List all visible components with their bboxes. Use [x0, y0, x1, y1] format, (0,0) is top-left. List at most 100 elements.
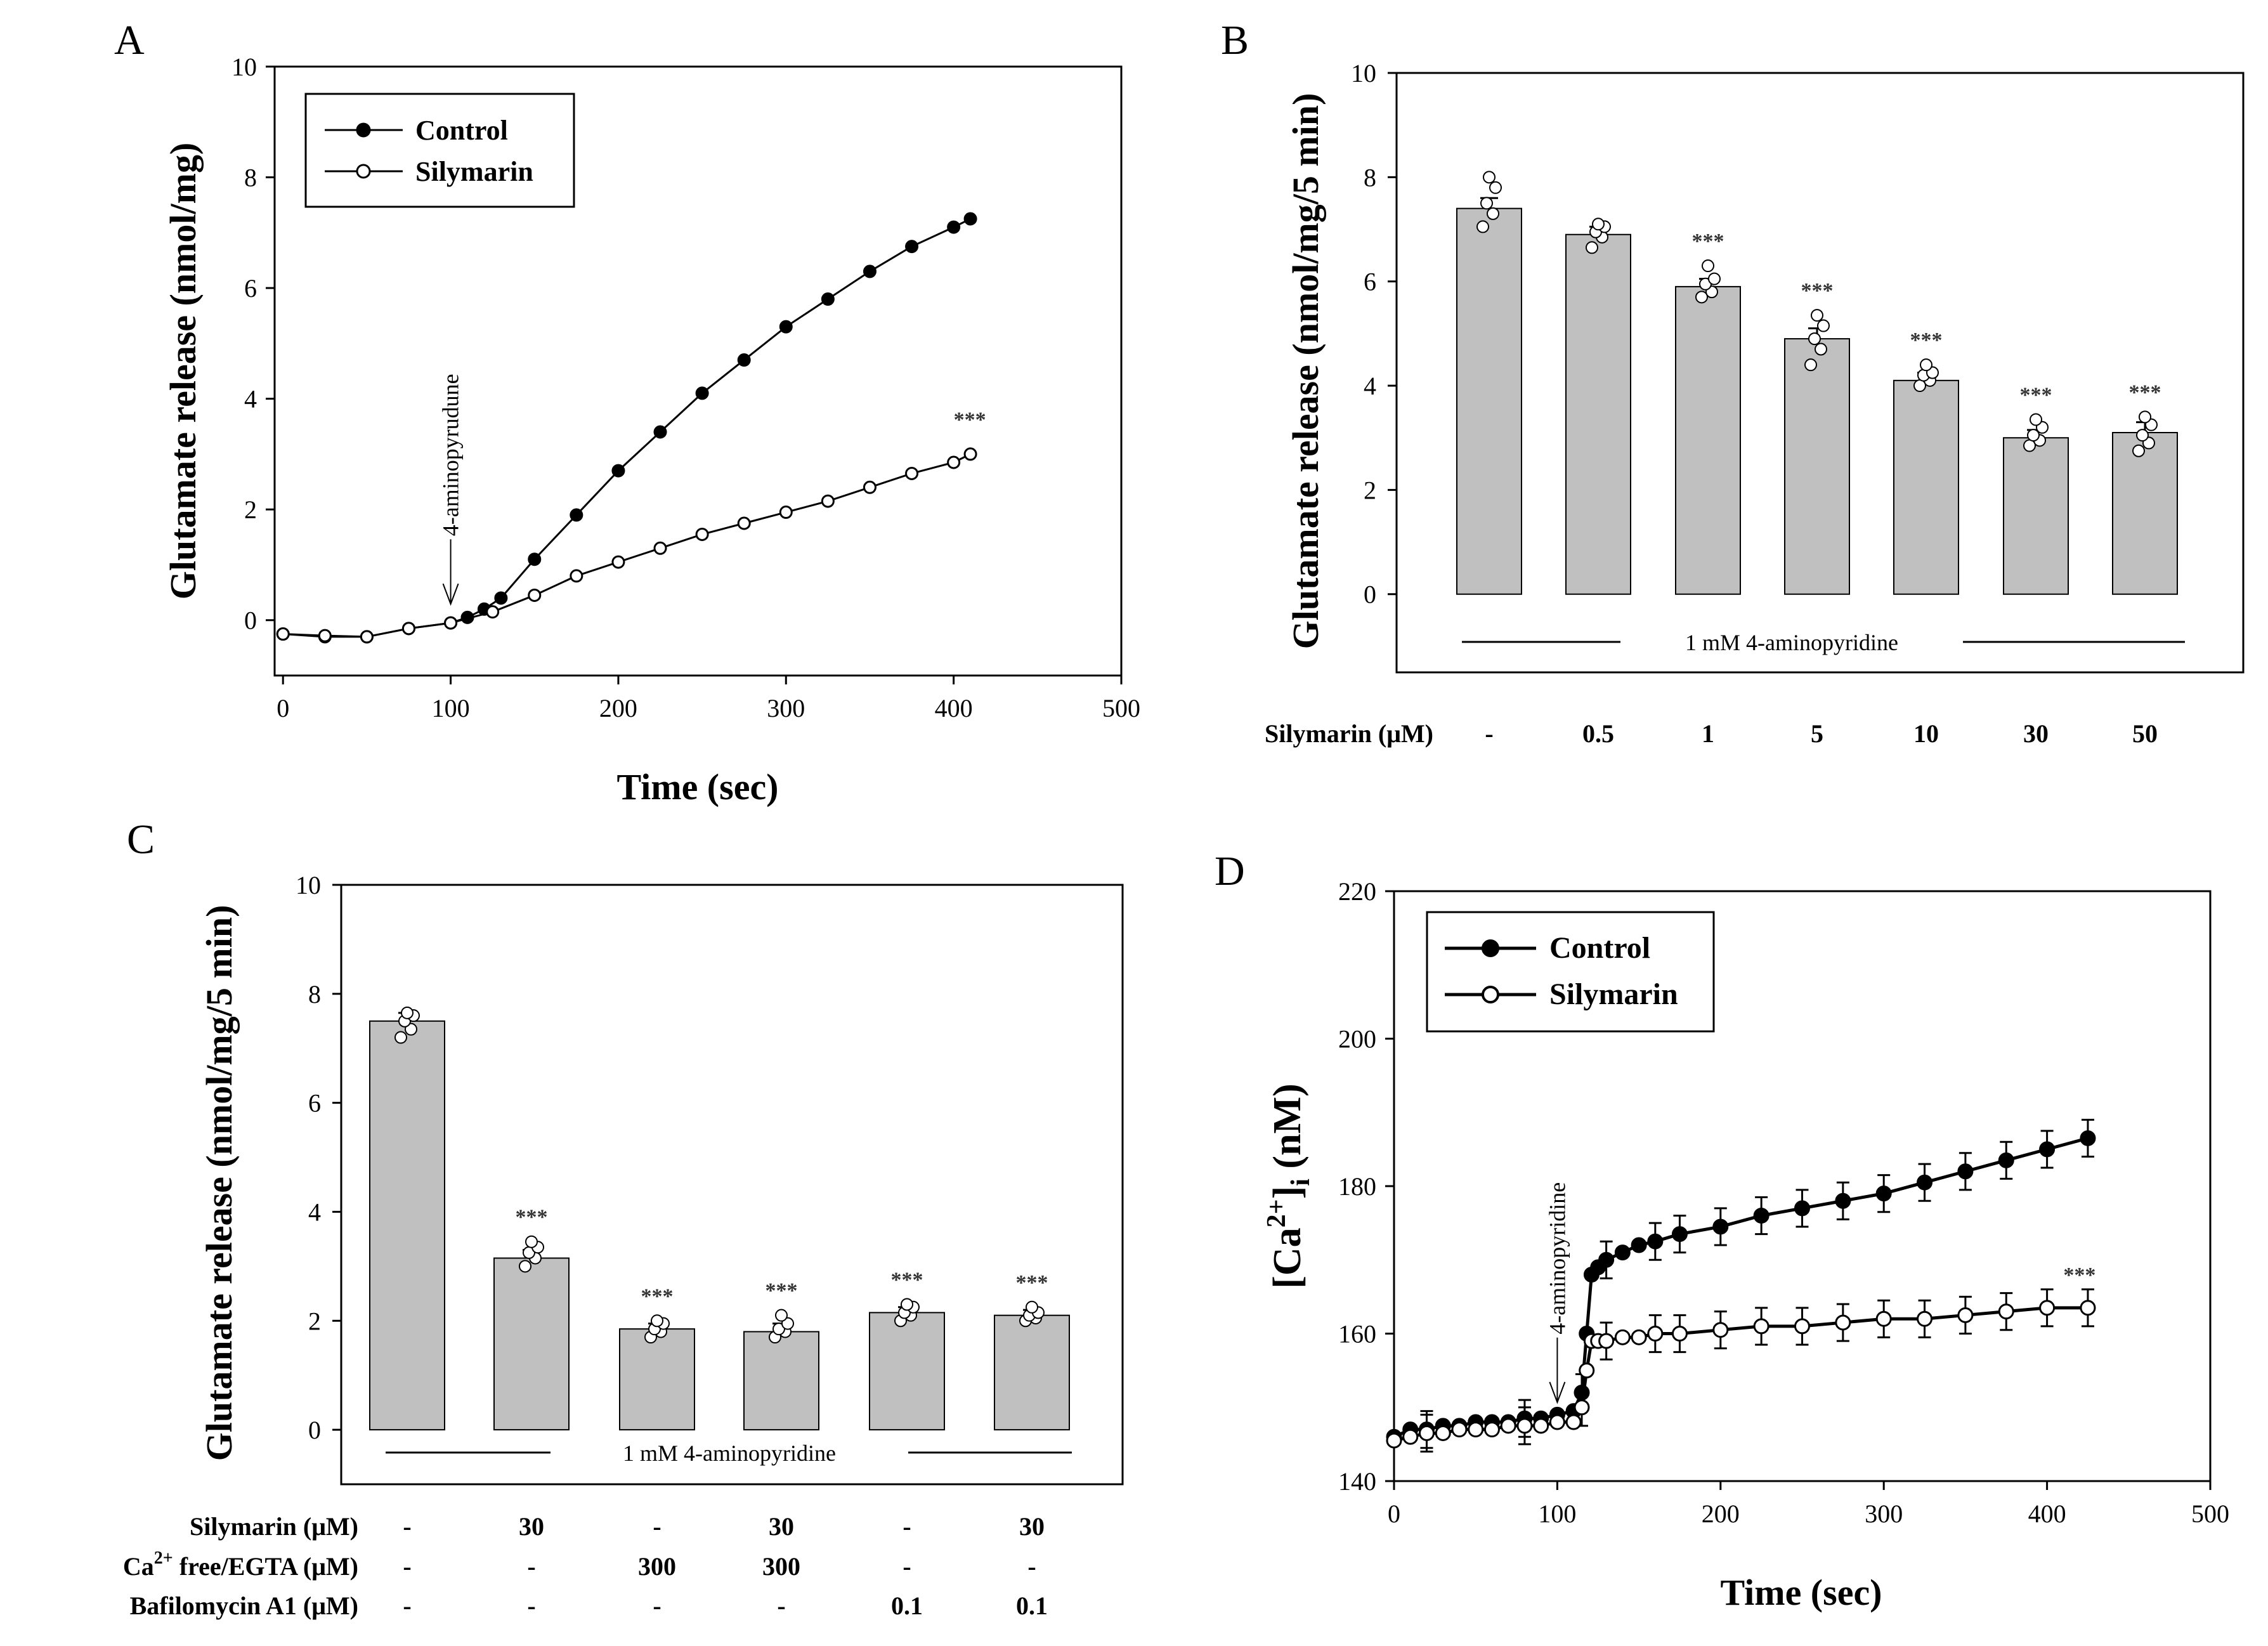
y-tick-label: 4 — [244, 385, 257, 414]
condition-value: 300 — [762, 1552, 800, 1581]
panel-d-y-title-sup: 2+ — [1262, 1199, 1291, 1227]
silymarin-data-point — [360, 630, 374, 644]
y-tick-label: 0 — [1364, 580, 1376, 609]
category-label: 0.5 — [1582, 719, 1614, 748]
silymarin-data-point — [1875, 1310, 1892, 1327]
bar — [619, 1328, 695, 1431]
condition-value: - — [903, 1512, 911, 1541]
condition-value: - — [653, 1591, 661, 1620]
panel-c-y-ticks: 0 2 4 6 8 10 — [296, 871, 341, 1444]
control-data-point — [737, 353, 751, 367]
silymarin-data-point — [905, 466, 919, 480]
x-tick-label: 0 — [1388, 1499, 1400, 1528]
condition-row-label-sup: 2+ — [154, 1548, 173, 1568]
silymarin-data-point — [444, 616, 458, 630]
replicate-point — [1708, 272, 1721, 285]
bar — [1893, 379, 1959, 595]
condition-value: - — [653, 1512, 661, 1541]
panel-d-label: D — [1215, 848, 1245, 894]
panel-b: B *** *** *** *** *** 0 2 4 6 8 10 - 0.5 1 5 10 30 50 1… — [1221, 17, 2245, 748]
control-data-point — [1712, 1218, 1729, 1235]
significance-marker: *** — [516, 1206, 548, 1229]
y-tick-label: 6 — [1364, 268, 1376, 296]
condition-row-label: Ca2+ free/EGTA (μM) — [123, 1548, 358, 1581]
x-tick-label: 200 — [599, 694, 637, 722]
panel-c-plot-area: *** *** *** *** *** — [369, 1006, 1070, 1431]
silymarin-data-point — [1598, 1333, 1615, 1349]
panel-b-label: B — [1221, 17, 1249, 63]
control-data-point — [779, 320, 793, 334]
silymarin-data-point — [1998, 1303, 2014, 1320]
significance-marker: *** — [1016, 1271, 1048, 1295]
y-tick-label: 8 — [244, 164, 257, 192]
control-data-point — [1671, 1226, 1688, 1243]
panel-a-legend: Control Silymarin — [304, 93, 575, 208]
silymarin-data-point — [1435, 1425, 1451, 1441]
silymarin-data-point — [1516, 1418, 1533, 1434]
condition-value: 0.1 — [1016, 1591, 1048, 1620]
bar — [2003, 437, 2069, 595]
panel-d-legend-box — [1426, 911, 1715, 1033]
replicate-point — [1808, 332, 1821, 346]
significance-marker: *** — [954, 408, 986, 431]
panel-a-frame — [273, 65, 1123, 677]
silymarin-data-point — [570, 569, 583, 583]
panel-b-y-axis-title: Glutamate release (nmol/mg/5 min) — [1285, 93, 1326, 650]
control-data-point — [528, 552, 542, 566]
panel-a-y-axis-title: Glutamate release (nmol/mg) — [162, 143, 204, 600]
silymarin-data-point — [1614, 1329, 1631, 1345]
panel-a-legend-silymarin-label: Silymarin — [415, 156, 533, 187]
control-data-point — [1647, 1233, 1664, 1250]
category-label: 5 — [1811, 719, 1823, 748]
panel-a-legend-control-label: Control — [415, 115, 508, 146]
silymarin-data-point — [863, 480, 877, 494]
replicate-point — [1811, 309, 1823, 322]
control-data-point — [494, 591, 508, 605]
panel-c-treatment-label: 1 mM 4-aminopyridine — [623, 1440, 836, 1466]
significance-marker: *** — [1801, 279, 1834, 303]
y-tick-label: 10 — [1351, 59, 1376, 88]
x-tick-label: 300 — [767, 694, 805, 722]
panel-a-legend-box — [304, 93, 575, 208]
silymarin-data-point — [528, 588, 542, 602]
panel-a-label: A — [114, 17, 145, 63]
panel-d-plot-area: 4-aminopyridine *** — [1386, 1118, 2096, 1453]
replicate-point — [2139, 410, 2151, 424]
x-tick-label: 500 — [2191, 1499, 2229, 1528]
condition-row-label-main: Silymarin (μM) — [190, 1512, 358, 1541]
x-tick-label: 100 — [432, 694, 470, 722]
condition-value: - — [403, 1552, 411, 1581]
silymarin-data-point — [653, 541, 667, 555]
bar — [743, 1331, 819, 1431]
x-tick-label: 0 — [277, 694, 289, 722]
replicate-point — [1489, 181, 1502, 194]
y-tick-label: 4 — [308, 1198, 321, 1226]
silymarin-data-point — [1957, 1307, 1974, 1323]
control-data-point — [863, 265, 877, 278]
control-series-line — [283, 218, 971, 638]
panel-b-category-labels: - 0.5 1 5 10 30 50 — [1485, 719, 2158, 748]
x-tick-label: 300 — [1865, 1499, 1903, 1528]
panel-a: A 4-aminopyrudune *** 0 100 200 300 400 500 0 2… — [114, 17, 1140, 807]
control-series-line — [1393, 1137, 2089, 1439]
control-data-point — [695, 386, 709, 400]
y-tick-label: 140 — [1338, 1467, 1376, 1496]
silymarin-data-point — [821, 494, 835, 508]
control-data-point — [1598, 1251, 1615, 1268]
bar — [2112, 432, 2178, 595]
replicate-point — [525, 1235, 538, 1248]
replicate-point — [1480, 197, 1493, 210]
silymarin-data-point — [1647, 1326, 1664, 1342]
category-label: 1 — [1702, 719, 1714, 748]
replicate-point — [1476, 220, 1489, 233]
silymarin-data-point — [318, 629, 332, 643]
silymarin-data-point — [1468, 1421, 1484, 1438]
y-tick-label: 0 — [308, 1416, 321, 1444]
condition-value: 30 — [769, 1512, 794, 1541]
panel-d-y-title-close: ] — [1266, 1186, 1309, 1199]
bar — [369, 1020, 445, 1431]
silymarin-data-point — [1631, 1329, 1647, 1345]
bar — [1675, 285, 1741, 595]
panel-d-x-axis-title: Time (sec) — [1721, 1572, 1882, 1613]
silymarin-data-point — [1579, 1362, 1595, 1379]
